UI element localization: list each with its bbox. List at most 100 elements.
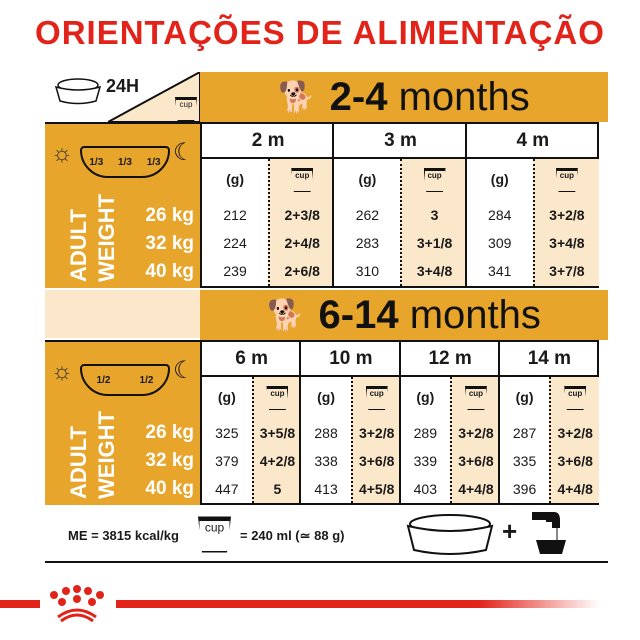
cup-icon: cup [254,383,302,410]
dog-icon: 🐕 [267,298,305,332]
cup-glyph: cup [464,386,487,410]
grams-subcolumn: (g) 289 339 403 [401,377,451,503]
grams-subcolumn: (g) 262 283 310 [334,159,400,286]
cup-icon: cup [270,165,334,192]
energy-label: ME = 3815 kcal/kg [68,528,179,543]
cup-icon: cup [402,165,466,192]
grams-value: 379 [215,453,239,469]
plus-sign: + [502,516,518,546]
column-body: (g) 289 339 403 cup 3+2/8 3+6/8 4+4/8 [401,377,500,503]
grams-value: 287 [512,425,537,441]
cups-subcolumn: cup 3+2/8 3+4/8 3+7/8 [532,159,599,286]
sun-icon: ☼ [51,358,73,385]
cups-value: 3+1/8 [416,235,453,251]
grams-header: (g) [317,389,335,405]
band-word: months [409,292,541,337]
weight-value: 26 kg [145,205,194,226]
grams-value: 341 [488,263,512,279]
cream-band [45,290,200,338]
weight-value: 40 kg [145,478,194,499]
weights: 26 kg 32 kg 40 kg [124,202,194,286]
weight-label: WEIGHT [94,194,119,282]
cup-glyph: cup [564,386,587,410]
column-body: (g) 262 283 310 cup 3 3+1/8 3+4/8 [334,159,467,286]
grams-subcolumn: (g) 325 379 447 [202,377,252,503]
moon-icon: ☾ [173,357,195,384]
divider [45,561,608,563]
portion-label: 1/2 [96,374,111,386]
portion-label: 1/3 [89,156,104,168]
cups-value: 3+4/8 [549,235,585,251]
adult-label: ADULT [66,209,91,282]
grams-value: 288 [314,425,338,441]
cup-icon: cup [452,383,500,410]
age-column: 6 m (g) 325 379 447 cup 3+5/8 4+2/8 5 [200,342,302,503]
cups-subcolumn: cup 3+2/8 3+6/8 4+4/8 [450,377,500,503]
portion-bowl-icon: 1/3 1/3 1/3 [80,146,170,178]
adult-label: ADULT [66,426,91,499]
age-column: 12 m (g) 289 339 403 cup 3+2/8 3+6/8 4+4/8 [398,342,500,503]
grams-header: (g) [515,389,534,405]
cup-glyph: cup [555,168,578,192]
grams-value: 339 [413,453,437,469]
portion-label: 1/3 [146,156,161,168]
grams-subcolumn: (g) 212 224 239 [202,159,268,286]
age-header: 3 m [332,124,467,159]
cup-icon: cup [198,512,231,553]
cup-glyph: cup [266,386,289,410]
grams-value: 283 [355,235,380,251]
grams-subcolumn: (g) 288 338 413 [301,377,351,503]
age-column: 2 m (g) 212 224 239 cup 2+3/8 2+4/8 2+6/8 [200,124,335,286]
grams-value: 396 [512,481,537,497]
water-tap-icon [532,512,566,554]
column-body: (g) 287 335 396 cup 3+2/8 3+6/8 4+4/8 [500,377,599,503]
grams-header: (g) [416,389,435,405]
grams-value: 289 [413,425,437,441]
cups-value: 4+4/8 [458,481,494,497]
cups-value: 3+2/8 [458,425,494,441]
grams-header: (g) [490,171,509,187]
cup-glyph: cup [291,168,314,192]
cup-icon: cup [551,383,599,410]
cups-value: 3+6/8 [557,453,593,469]
age-header: 12 m [398,342,500,377]
cups-value: 5 [273,481,282,497]
cups-value: 3+5/8 [259,425,296,441]
age-column: 4 m (g) 284 309 341 cup 3+2/8 3+4/8 3+7/8 [464,124,599,286]
cups-value: 2+4/8 [284,235,320,251]
age-header: 10 m [299,342,401,377]
grams-value: 335 [512,453,537,469]
brand-stripe [0,600,40,608]
grams-subcolumn: (g) 284 309 341 [467,159,533,286]
age-band: 🐕 6-14 months [200,290,608,340]
age-band: 🐕 2-4 months [200,72,608,122]
brand-stripe [116,600,600,608]
band-word: months [398,74,530,119]
column-body: (g) 212 224 239 cup 2+3/8 2+4/8 2+6/8 [202,159,335,286]
cups-value: 3+4/8 [416,263,453,279]
cups-value: 3+2/8 [557,425,593,441]
portion-bowl-icon: 1/2 1/2 [80,364,170,396]
age-header: 14 m [497,342,599,377]
feeding-table: 2 m (g) 212 224 239 cup 2+3/8 2+4/8 2+6/8 3 m (g) 2… [200,122,599,288]
weight-value: 40 kg [145,261,194,282]
column-body: (g) 288 338 413 cup 3+2/8 3+6/8 4+5/8 [301,377,401,503]
page-title: ORIENTAÇÕES DE ALIMENTAÇÃO [35,14,605,51]
grams-value: 447 [215,481,239,497]
grams-value: 309 [488,235,512,251]
age-header: 6 m [200,342,302,377]
cups-value: 4+4/8 [557,481,593,497]
cups-subcolumn: cup 2+3/8 2+4/8 2+6/8 [268,159,335,286]
grams-value: 284 [488,207,512,223]
weight-panel: ☼ ☾ 1/3 1/3 1/3 ADULT WEIGHT 26 kg 32 kg 40 kg [45,122,200,288]
cups-subcolumn: cup 3 3+1/8 3+4/8 [400,159,467,286]
weight-label: WEIGHT [94,411,119,499]
royal-canin-crown-logo [50,585,104,623]
cups-value: 3+2/8 [358,425,395,441]
weights: 26 kg 32 kg 40 kg [124,419,194,503]
bowl-icon [54,78,102,105]
weight-panel: ☼ ☾ 1/2 1/2 ADULT WEIGHT 26 kg 32 kg 40 kg [45,340,200,505]
grams-value: 403 [413,481,437,497]
band-number: 2-4 [329,74,388,119]
age-column: 14 m (g) 287 335 396 cup 3+2/8 3+6/8 4+4/8 [497,342,599,503]
